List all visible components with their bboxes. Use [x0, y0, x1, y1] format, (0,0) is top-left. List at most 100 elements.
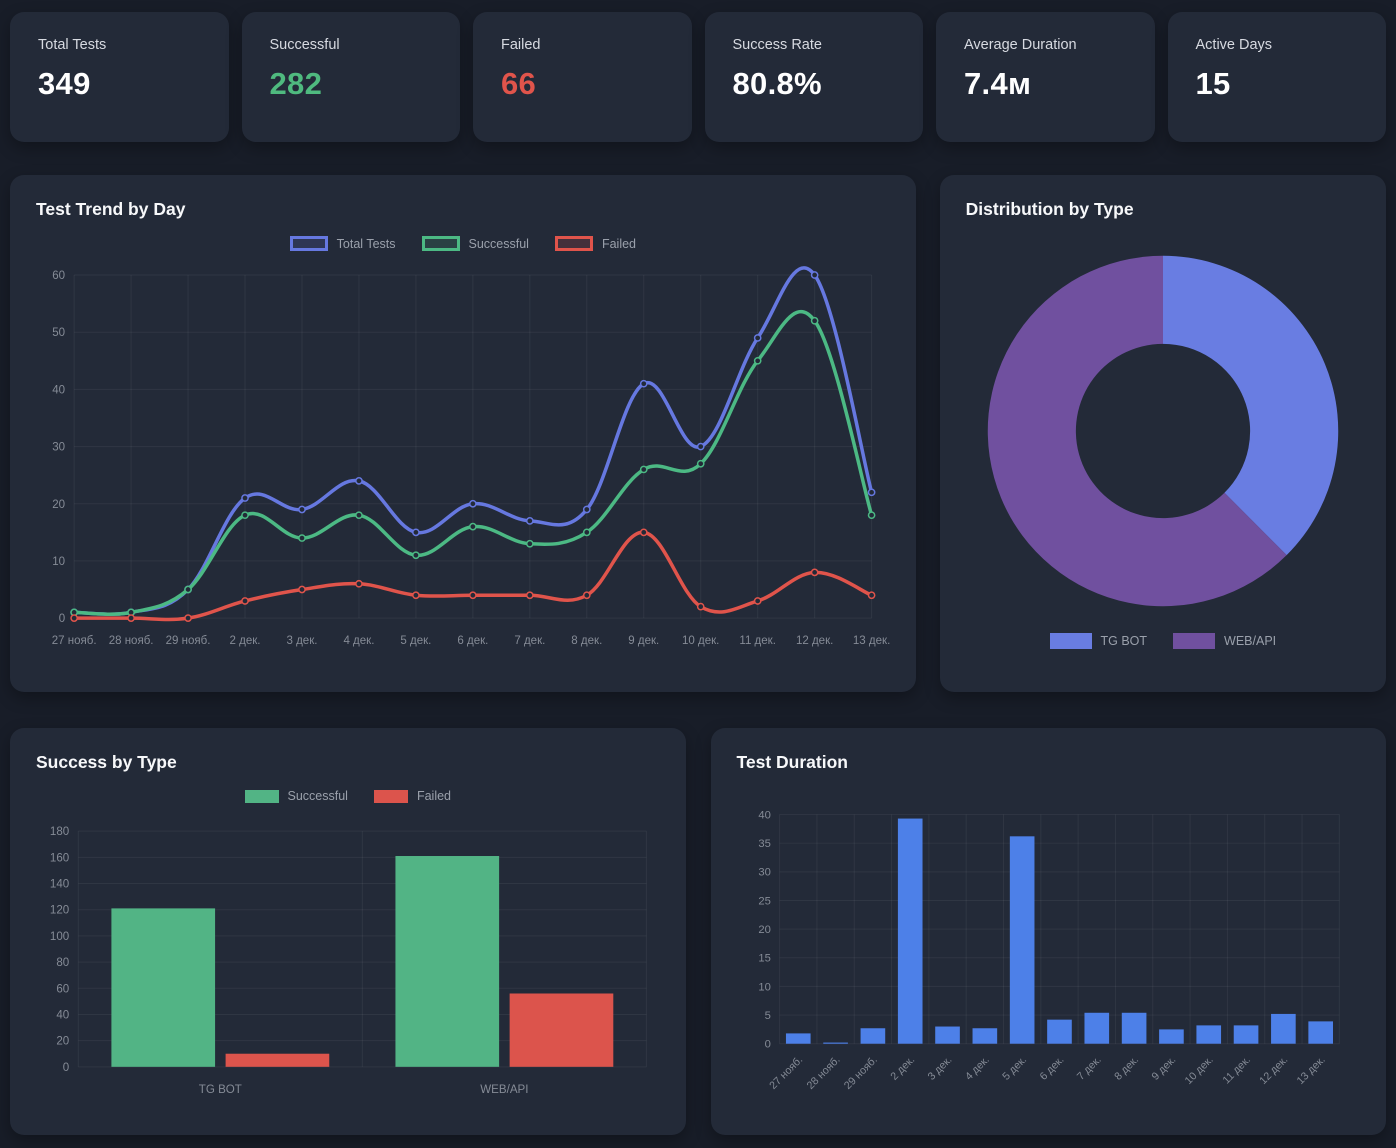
data-point-total-tests[interactable] [867, 488, 876, 497]
data-point-successful[interactable] [469, 522, 477, 531]
x-tick-label: 27 нояб. [767, 1054, 805, 1092]
trend-line-chart[interactable]: 0 10 20 30 40 50 60 27 нояб. 28 нояб. 29 нояб. 2 д… [36, 261, 890, 660]
legend-item-successful[interactable]: Successful [244, 789, 348, 803]
bar-duration[interactable] [934, 1026, 960, 1044]
bar-duration[interactable] [1270, 1013, 1296, 1044]
data-point-successful[interactable] [298, 534, 306, 542]
data-point-failed[interactable] [639, 528, 648, 537]
bar-duration[interactable] [897, 818, 923, 1044]
data-point-successful[interactable] [696, 459, 705, 468]
data-point-failed[interactable] [127, 614, 135, 622]
data-point-failed[interactable] [412, 591, 420, 600]
data-point-total-tests[interactable] [582, 505, 591, 514]
data-point-failed[interactable] [525, 591, 534, 600]
data-point-failed[interactable] [298, 585, 306, 594]
x-tick-label: 28 нояб. [804, 1054, 842, 1092]
legend-item-web-api[interactable]: WEB/API [1173, 633, 1276, 649]
data-point-total-tests[interactable] [639, 379, 648, 388]
stat-card-successful: Successful 282 [241, 12, 460, 142]
bar-duration[interactable] [1307, 1021, 1333, 1044]
y-tick-label: 0 [764, 1039, 770, 1051]
data-point-successful[interactable] [412, 551, 420, 560]
donut-slice-tg-bot[interactable] [1162, 255, 1339, 556]
data-point-failed[interactable] [184, 614, 192, 622]
bar-duration[interactable] [1195, 1025, 1221, 1044]
bar-duration[interactable] [972, 1028, 997, 1044]
data-point-failed[interactable] [582, 591, 591, 600]
bar-duration[interactable] [1158, 1029, 1184, 1044]
data-point-successful[interactable] [525, 539, 534, 548]
bar-failed[interactable] [509, 993, 614, 1067]
line-series-failed[interactable] [72, 530, 874, 622]
data-point-total-tests[interactable] [298, 505, 306, 514]
data-point-total-tests[interactable] [469, 499, 477, 508]
chart-title-trend: Test Trend by Day [36, 199, 186, 219]
bar-duration[interactable] [1009, 836, 1034, 1044]
data-point-successful[interactable] [639, 465, 648, 474]
data-point-successful[interactable] [184, 585, 192, 594]
x-tick-label: 13 дек. [1294, 1054, 1327, 1087]
data-point-failed[interactable] [355, 579, 363, 588]
legend-item-failed[interactable]: Failed [554, 236, 636, 251]
bar-failed[interactable] [225, 1053, 330, 1067]
data-point-successful[interactable] [810, 316, 819, 325]
y-tick-label: 30 [52, 442, 65, 454]
legend-item-tg-bot[interactable]: TG BOT [1049, 633, 1147, 649]
bar-duration[interactable] [785, 1033, 811, 1044]
data-point-successful[interactable] [582, 528, 591, 537]
y-tick-label: 35 [758, 838, 770, 850]
line-series-successful[interactable] [72, 310, 874, 616]
stat-label: Average Duration [964, 37, 1077, 53]
legend-item-failed[interactable]: Failed [373, 789, 451, 803]
x-tick-label: 12 дек. [1257, 1054, 1290, 1087]
bar-successful[interactable] [395, 856, 500, 1067]
x-tick-label: 3 дек. [286, 635, 317, 647]
bar-duration[interactable] [822, 1042, 848, 1044]
data-point-failed[interactable] [241, 597, 249, 605]
x-tick-label: 10 дек. [1182, 1054, 1215, 1087]
bar-duration[interactable] [1083, 1012, 1109, 1044]
line-series-total-tests[interactable] [72, 266, 874, 616]
duration-bar-chart[interactable]: 0 5 10 15 20 25 30 35 40 27 нояб. 28 нояб. 29 нояб.… [737, 797, 1361, 1111]
data-point-total-tests[interactable] [412, 528, 420, 537]
distribution-donut-chart[interactable] [977, 245, 1349, 617]
bar-duration[interactable] [1121, 1012, 1146, 1044]
bar-duration[interactable] [1046, 1019, 1072, 1044]
bar-duration[interactable] [860, 1028, 885, 1044]
legend-item-total-tests[interactable]: Total Tests [289, 236, 396, 251]
data-point-failed[interactable] [70, 614, 78, 622]
data-point-total-tests[interactable] [810, 271, 819, 279]
data-point-successful[interactable] [355, 511, 363, 520]
y-tick-label: 30 [758, 867, 770, 879]
data-point-failed[interactable] [867, 591, 876, 600]
y-tick-label: 20 [52, 499, 65, 511]
bar-duration[interactable] [1233, 1025, 1258, 1044]
stats-row: Total Tests 349 Successful 282 Failed 66… [10, 12, 1386, 142]
y-tick-label: 0 [63, 1062, 69, 1074]
legend-label: Successful [287, 789, 348, 803]
data-point-total-tests[interactable] [355, 477, 363, 485]
data-point-successful[interactable] [753, 356, 762, 365]
data-point-failed[interactable] [696, 602, 705, 611]
y-tick-label: 25 [758, 895, 770, 907]
x-tick-label: 2 дек. [888, 1054, 917, 1083]
chart-title-success-by-type: Success by Type [36, 752, 177, 772]
data-point-failed[interactable] [753, 597, 762, 605]
y-tick-label: 10 [758, 981, 770, 993]
data-point-total-tests[interactable] [696, 442, 705, 451]
data-point-failed[interactable] [469, 591, 477, 600]
data-point-total-tests[interactable] [753, 334, 762, 342]
stat-label: Failed [501, 37, 541, 53]
data-point-successful[interactable] [241, 511, 249, 520]
data-point-total-tests[interactable] [525, 517, 534, 525]
bar-successful[interactable] [111, 908, 216, 1067]
trend-chart-card: Test Trend by Day Total Tests Successful F… [10, 175, 916, 692]
legend-item-successful[interactable]: Successful [421, 236, 529, 251]
data-point-successful[interactable] [867, 511, 876, 520]
data-point-total-tests[interactable] [241, 494, 249, 502]
success-by-type-bar-chart[interactable]: 0 20 40 60 80 100 120 140 160 180 TG BOT WEB/API [36, 813, 660, 1107]
donut-slice-web-api[interactable] [987, 255, 1287, 607]
chart-title-distribution: Distribution by Type [965, 199, 1134, 219]
y-tick-label: 20 [56, 1036, 69, 1048]
data-point-failed[interactable] [810, 568, 819, 577]
